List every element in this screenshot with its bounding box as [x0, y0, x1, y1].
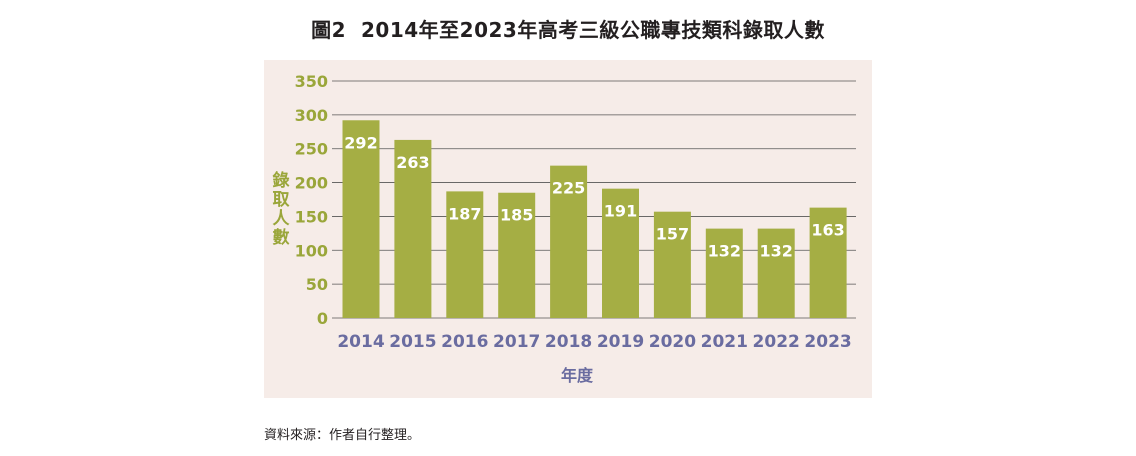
- y-tick-label: 100: [295, 241, 328, 260]
- y-axis-label: 錄取人數: [273, 170, 291, 248]
- data-label: 292: [344, 133, 377, 152]
- y-tick-label: 300: [295, 106, 328, 125]
- x-tick-label: 2018: [545, 332, 592, 352]
- x-tick-label: 2015: [389, 332, 436, 352]
- y-tick-labels: 0 50 100 150 200 250 300 350: [295, 72, 328, 328]
- y-tick-label: 0: [317, 309, 328, 328]
- bar: [446, 191, 484, 318]
- bar: [705, 228, 743, 318]
- data-label: 185: [500, 206, 533, 225]
- data-label: 191: [604, 202, 637, 221]
- x-tick-label: 2021: [701, 332, 748, 352]
- data-label: 187: [448, 204, 481, 223]
- source-note: 資料來源：作者自行整理。: [264, 428, 421, 443]
- data-labels: 292 263 187 185 225 191 157 132 132 163: [344, 133, 845, 260]
- data-label: 163: [811, 221, 844, 240]
- y-tick-label: 150: [295, 207, 328, 226]
- x-tick-label: 2016: [441, 332, 488, 352]
- data-label: 225: [552, 179, 585, 198]
- x-tick-labels: 2014 2015 2016 2017 2018 2019 2020 2021 2022 2023: [337, 332, 851, 352]
- figure-label: 圖2: [311, 18, 347, 42]
- bar: [809, 207, 847, 318]
- bar: [394, 139, 432, 318]
- bar: [757, 228, 795, 318]
- x-tick-label: 2020: [649, 332, 696, 352]
- bar: [550, 165, 588, 318]
- bar: [653, 211, 691, 318]
- y-tick-label: 350: [295, 72, 328, 91]
- x-tick-label: 2022: [753, 332, 800, 352]
- y-tick-label: 50: [306, 275, 328, 294]
- data-label: 157: [656, 225, 689, 244]
- x-tick-label: 2023: [804, 332, 851, 352]
- y-tick-label: 200: [295, 174, 328, 193]
- chart-title: 圖2 2014年至2023年高考三級公職專技類科錄取人數: [0, 14, 1136, 43]
- bars: [342, 120, 847, 318]
- x-tick-label: 2019: [597, 332, 644, 352]
- title-text: 2014年至2023年高考三級公職專技類科錄取人數: [361, 18, 825, 42]
- y-tick-label: 250: [295, 140, 328, 159]
- x-tick-label: 2017: [493, 332, 540, 352]
- data-label: 132: [708, 242, 741, 261]
- bar: [342, 120, 380, 318]
- data-label: 132: [759, 242, 792, 261]
- data-label: 263: [396, 153, 429, 172]
- x-axis-label: 年度: [561, 366, 594, 385]
- bar: [602, 188, 639, 318]
- bar: [498, 192, 536, 318]
- x-tick-label: 2014: [337, 332, 384, 352]
